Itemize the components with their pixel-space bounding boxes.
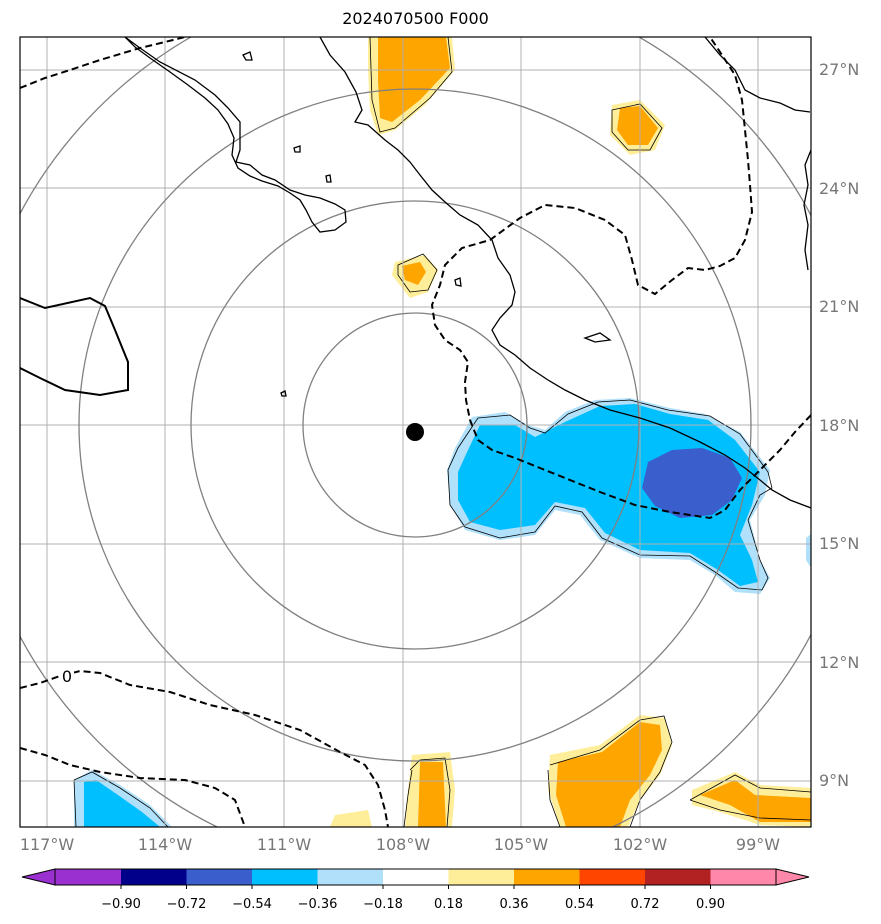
colorbar-tick-label: 0.18 (434, 897, 463, 912)
colorbar-segment-under (55, 869, 121, 885)
coastline-islet-2 (454, 277, 462, 287)
colorbar-segment (317, 869, 384, 885)
zero-contour-north (20, 37, 186, 89)
coastline-islet-3 (280, 390, 287, 397)
region-outlines (73, 37, 811, 827)
colorbar-under-extension (22, 869, 55, 885)
colorbar-segment (186, 869, 253, 885)
colorbar-segment (121, 869, 187, 885)
coastline-gulf-east (704, 37, 811, 113)
zero-contour-sw (20, 747, 246, 827)
colorbar-tick-label: 0.72 (631, 897, 660, 912)
colorbar-tick-label: −0.54 (232, 897, 272, 912)
coastline-islet-4 (293, 145, 301, 153)
latitude-labels: 27°N 24°N 21°N 18°N 15°N 12°N 9°N (819, 60, 859, 790)
map-frame (19, 36, 812, 828)
map-area: 0 (20, 37, 811, 827)
colorbar-segment (383, 869, 449, 885)
coastline-islet-1 (583, 332, 612, 343)
longitude-labels: 117°W 114°W 111°W 108°W 105°W 102°W 99°W (20, 835, 780, 854)
lon-label-105w: 105°W (494, 835, 549, 854)
anomaly-region-blue (642, 448, 742, 518)
lon-label-99w: 99°W (736, 835, 780, 854)
colorbar-tick-label: −0.18 (363, 897, 403, 912)
coastline-islet-5 (325, 174, 332, 183)
chart-title: 2024070500 F000 (342, 9, 489, 28)
lat-label-12n: 12°N (819, 653, 859, 672)
solid-contour-west (20, 296, 129, 397)
colorbar-segment (514, 869, 580, 885)
colorbar-tick-label: −0.72 (167, 897, 207, 912)
zero-contour-main (430, 37, 811, 520)
lon-label-102w: 102°W (613, 835, 668, 854)
anomaly-region-orange-ne (617, 106, 658, 145)
storm-center-marker (406, 423, 424, 441)
colorbar-segment-over (710, 869, 776, 885)
colorbar-segment (448, 869, 515, 885)
lon-label-117w: 117°W (20, 835, 75, 854)
colorbar-tick-label: 0.90 (696, 897, 725, 912)
anomaly-region-orange-se2 (700, 780, 811, 822)
range-rings (20, 37, 811, 827)
colorbar-tick-label: −0.90 (101, 897, 141, 912)
lat-label-18n: 18°N (819, 416, 859, 435)
lat-label-15n: 15°N (819, 534, 859, 553)
anomaly-region-yellow-sw (330, 810, 372, 827)
positive-anomaly-regions (330, 37, 811, 827)
colorbar-segment (252, 869, 318, 885)
colorbar-tick-label: 0.36 (500, 897, 529, 912)
coastline-east-edge (803, 149, 811, 271)
coastlines (124, 37, 811, 509)
colorbar-segment (579, 869, 646, 885)
coastline-mainland (319, 37, 811, 509)
colorbar-over-extension (776, 869, 809, 885)
coastline-baja (124, 37, 347, 233)
negative-anomaly-regions (74, 398, 811, 827)
anomaly-region-cyan-sw (84, 780, 160, 827)
anomaly-region-orange-north (378, 37, 450, 122)
gridlines (20, 37, 811, 827)
range-ring-2 (190, 200, 640, 650)
lon-label-114w: 114°W (138, 835, 193, 854)
lat-label-24n: 24°N (819, 179, 859, 198)
range-ring-3 (78, 88, 752, 762)
lat-label-21n: 21°N (819, 297, 859, 316)
coastline-islet-6 (242, 51, 253, 61)
anomaly-region-orange-se (556, 722, 662, 827)
lat-label-9n: 9°N (819, 771, 849, 790)
anomaly-region-orange-center (402, 262, 426, 285)
contour-label: 0 (62, 667, 72, 686)
lon-label-111w: 111°W (257, 835, 312, 854)
colorbar-tick-label: −0.36 (298, 897, 338, 912)
colorbar: −0.90 −0.72 −0.54 −0.36 −0.18 0.18 0.36 0.54 0.7… (21, 868, 810, 912)
colorbar-tick-label: 0.54 (565, 897, 594, 912)
range-ring-1 (302, 312, 528, 538)
anomaly-region-light-blue-e (806, 534, 811, 568)
anomaly-region-orange-south (418, 762, 446, 827)
colorbar-segment (645, 869, 711, 885)
lat-label-27n: 27°N (819, 60, 859, 79)
lon-label-108w: 108°W (376, 835, 431, 854)
